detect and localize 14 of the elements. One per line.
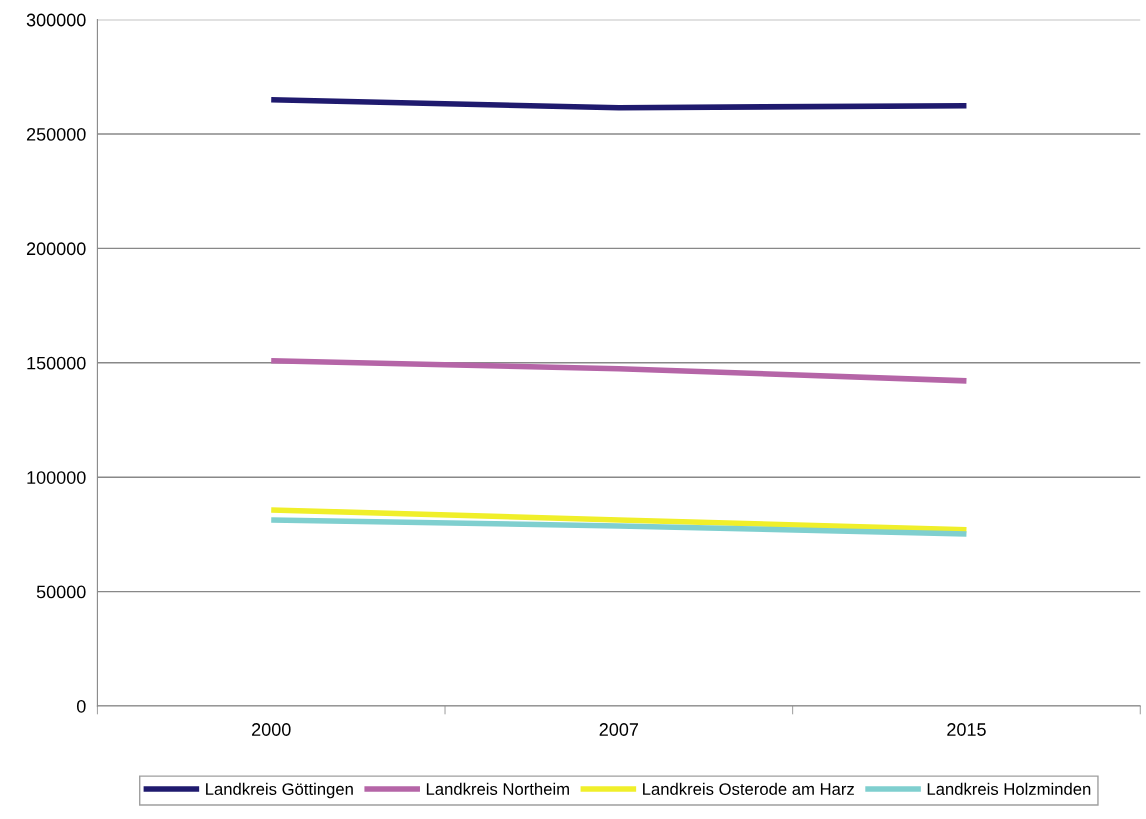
legend-label: Landkreis Northeim <box>426 782 569 795</box>
y-tick-label: 50000 <box>36 585 86 599</box>
x-tick-label: 2007 <box>599 723 639 736</box>
legend-label: Landkreis Osterode am Harz <box>643 782 854 795</box>
y-tick-label: 100000 <box>27 471 86 484</box>
y-tick-label: 300000 <box>26 13 86 27</box>
y-tick-label: 250000 <box>26 127 86 141</box>
x-tick-label: 2000 <box>252 723 291 736</box>
x-tick-label: 2015 <box>947 723 986 736</box>
legend-label: Landkreis Holzminden <box>927 782 1091 795</box>
y-tick-label: 150000 <box>27 356 86 370</box>
y-tick-label: 200000 <box>26 242 86 256</box>
y-tick-label: 0 <box>76 699 86 713</box>
legend-label: Landkreis Göttingen <box>206 782 353 799</box>
